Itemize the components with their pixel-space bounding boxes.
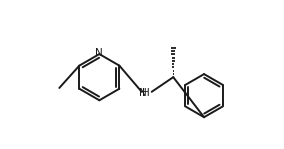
Text: N: N: [95, 48, 103, 58]
Text: N: N: [139, 88, 146, 98]
Text: H: H: [143, 88, 150, 98]
